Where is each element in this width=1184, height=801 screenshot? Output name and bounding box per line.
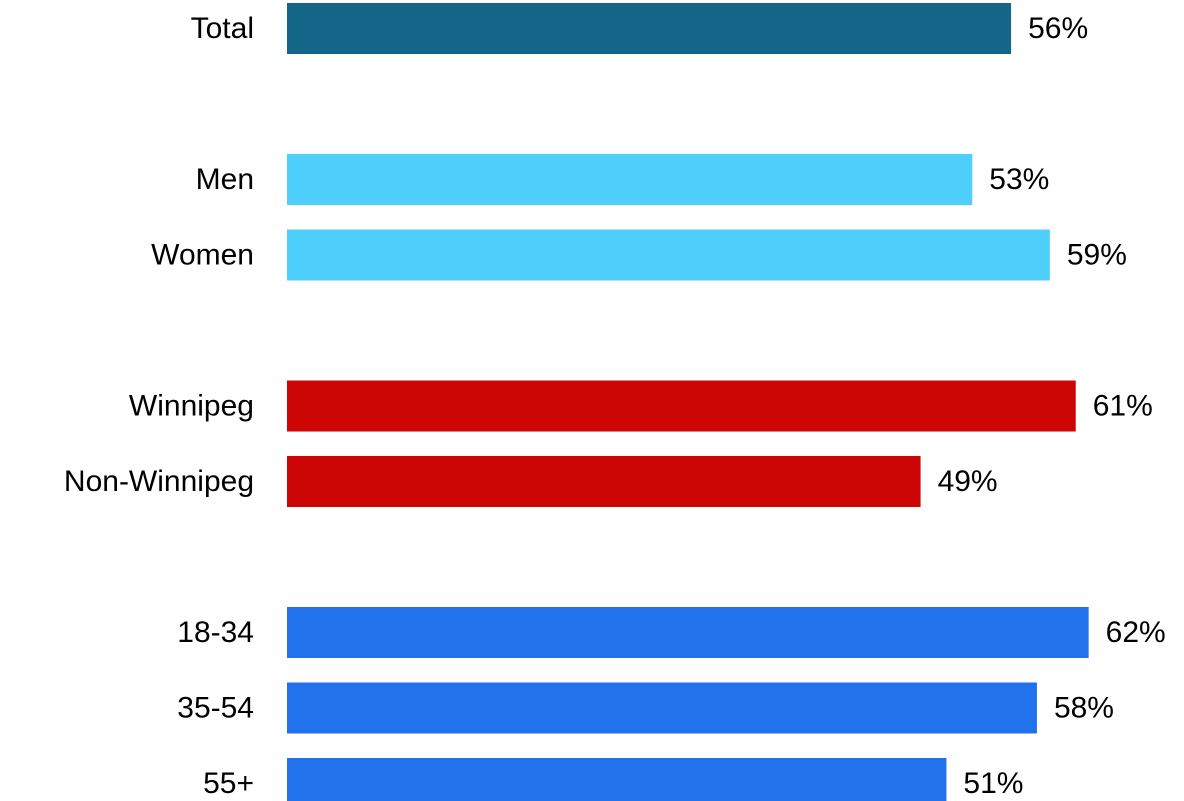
value-label-18-34: 62%	[1106, 616, 1166, 649]
category-label-men: Men	[196, 163, 254, 196]
bar-total	[287, 3, 1012, 54]
category-label-women: Women	[151, 239, 254, 272]
value-label-55plus: 51%	[963, 767, 1023, 800]
value-label-men: 53%	[989, 163, 1049, 196]
category-label-non-winnipeg: Non-Winnipeg	[64, 465, 254, 498]
value-label-winnipeg: 61%	[1093, 390, 1153, 423]
category-labels: Total Men Women Winnipeg Non-Winnipeg 18-34 35…	[64, 12, 254, 800]
bar-winnipeg	[287, 380, 1076, 432]
category-label-18-34: 18-34	[177, 616, 254, 649]
value-label-35-54: 58%	[1054, 692, 1114, 725]
value-label-non-winnipeg: 49%	[938, 465, 998, 498]
bar-non-winnipeg	[287, 456, 921, 507]
bars	[287, 3, 1089, 801]
value-labels: 56% 53% 59% 61% 49% 62% 58% 51%	[938, 12, 1166, 800]
bar-55plus	[287, 758, 947, 801]
category-label-35-54: 35-54	[177, 692, 254, 725]
category-label-55plus: 55+	[203, 767, 254, 800]
category-label-winnipeg: Winnipeg	[129, 390, 254, 423]
value-label-total: 56%	[1028, 12, 1088, 45]
category-label-total: Total	[191, 12, 254, 45]
bar-women	[287, 229, 1050, 281]
bar-men	[287, 154, 973, 205]
bar-35-54	[287, 682, 1037, 734]
bar-18-34	[287, 607, 1089, 658]
value-label-women: 59%	[1067, 239, 1127, 272]
